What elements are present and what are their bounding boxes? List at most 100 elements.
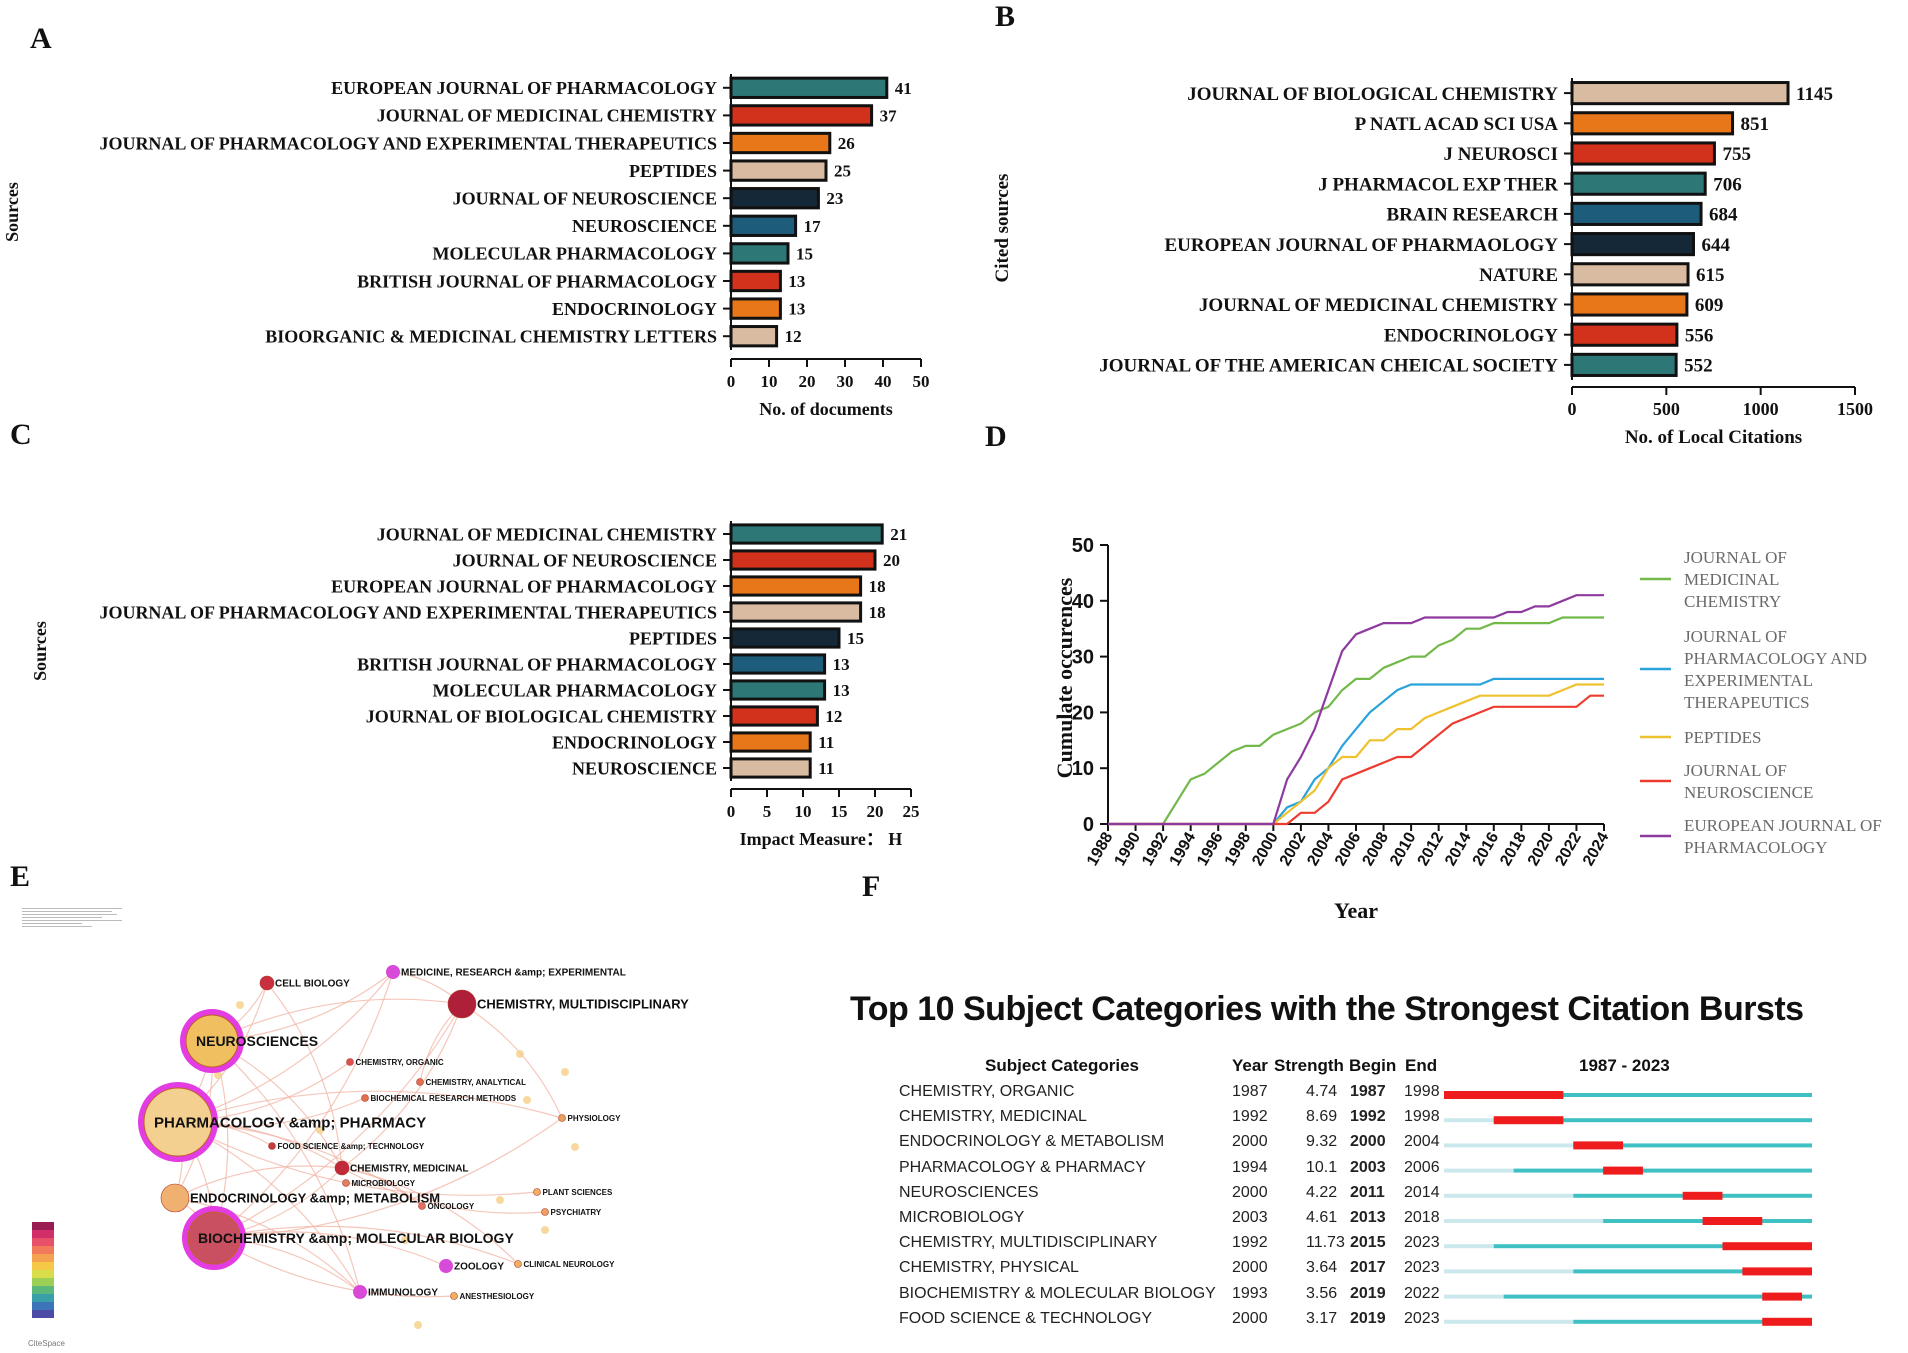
color-scale-step: [32, 1262, 54, 1270]
series-line-0: [1108, 616, 1604, 826]
node-label: CHEMISTRY, ORGANIC: [356, 1058, 444, 1067]
network-link: [211, 998, 463, 1042]
node-core: [447, 989, 477, 1019]
node-label: PHYSIOLOGY: [568, 1114, 622, 1123]
panel-letter-c: C: [10, 418, 32, 451]
node-core: [416, 1078, 424, 1086]
node-core: [533, 1188, 541, 1196]
y-tick-label: 40: [1072, 591, 1094, 613]
legend-label: PEPTIDES: [1684, 728, 1761, 747]
network-link: [341, 1167, 546, 1214]
burst-pre-period: [1444, 1168, 1514, 1173]
value-label: 552: [1684, 356, 1713, 377]
category-label: ENDOCRINOLOGY: [552, 299, 717, 319]
burst-strength: 11.73: [1306, 1234, 1345, 1252]
y-axis-title: Cumulate occurences: [1052, 577, 1077, 778]
bar: [729, 601, 863, 623]
x-tick-label: 10: [761, 372, 778, 391]
category-label: EUROPEAN JOURNAL OF PHARMACOLOGY: [331, 576, 717, 596]
node-core: [334, 1160, 350, 1176]
x-tick-label: 5: [763, 802, 772, 821]
category-label: JOURNAL OF BIOLOGICAL CHEMISTRY: [366, 706, 717, 726]
network-link: [213, 1117, 563, 1239]
node-label: MICROBIOLOGY: [352, 1179, 416, 1188]
burst-strength: 4.22: [1306, 1183, 1338, 1201]
node-label: ANESTHESIOLOGY: [460, 1292, 535, 1301]
bar: [729, 187, 820, 210]
burst-strength: 4.74: [1306, 1083, 1338, 1100]
burst-end: 2022: [1404, 1284, 1440, 1302]
y-tick-label: 10: [1072, 758, 1094, 780]
panel-letter-b: B: [995, 0, 1016, 33]
burst-end: 2023: [1404, 1234, 1440, 1252]
node-core: [439, 1259, 453, 1273]
legend-label: JOURNAL OF: [1684, 548, 1787, 567]
legend-label: PHARMACOLOGY AND: [1684, 649, 1867, 668]
panel-letter-d: D: [985, 420, 1007, 453]
burst-end: 2018: [1404, 1209, 1440, 1226]
burst-pre-period: [1444, 1294, 1504, 1299]
burst-strength: 3.17: [1306, 1309, 1338, 1327]
burst-pre-period: [1444, 1269, 1574, 1274]
burst-end: 2004: [1404, 1133, 1440, 1151]
network-link: [341, 1003, 463, 1169]
category-label: BRITISH JOURNAL OF PHARMACOLOGY: [357, 654, 717, 674]
category-label: J PHARMACOL EXP THER: [1318, 174, 1558, 195]
category-label: JOURNAL OF MEDICINAL CHEMISTRY: [377, 106, 717, 126]
bar: [729, 731, 812, 753]
node-core: [342, 1179, 350, 1187]
network-minor-node: [561, 1068, 569, 1076]
bar: [729, 297, 782, 320]
bar: [1570, 81, 1790, 106]
category-label: MOLECULAR PHARMACOLOGY: [433, 680, 718, 700]
burst-strength: 3.56: [1306, 1284, 1338, 1302]
bar: [729, 679, 827, 701]
category-label: PEPTIDES: [629, 628, 717, 648]
x-tick-label: 1500: [1837, 399, 1873, 419]
category-label: NEUROSCIENCE: [572, 216, 717, 236]
burst-begin: 2019: [1350, 1284, 1386, 1302]
network-minor-node: [516, 1050, 524, 1058]
color-scale-step: [32, 1286, 54, 1294]
node-label: ONCOLOGY: [428, 1202, 475, 1211]
burst-pre-period: [1444, 1319, 1574, 1324]
node-label: PHARMACOLOGY &amp; PHARMACY: [154, 1114, 426, 1131]
category-label: PEPTIDES: [629, 161, 717, 181]
node-label: CHEMISTRY, MULTIDISCIPLINARY: [477, 997, 689, 1012]
burst-year: 2000: [1232, 1309, 1268, 1327]
network-minor-node: [214, 1071, 222, 1079]
network-minor-node: [401, 1236, 409, 1244]
value-label: 21: [890, 525, 907, 544]
value-label: 706: [1713, 174, 1742, 195]
value-label: 13: [788, 300, 805, 319]
category-label: BIOORGANIC & MEDICINAL CHEMISTRY LETTERS: [265, 327, 717, 347]
value-label: 1145: [1796, 84, 1833, 105]
category-label: ENDOCRINOLOGY: [552, 732, 717, 752]
value-label: 15: [847, 629, 864, 648]
bar: [729, 757, 812, 779]
node-label: CHEMISTRY, MEDICINAL: [350, 1164, 469, 1175]
network-minor-node: [496, 1196, 504, 1204]
node-core: [160, 1183, 190, 1213]
node-core: [514, 1260, 522, 1268]
category-label: JOURNAL OF NEUROSCIENCE: [453, 550, 717, 570]
color-scale-step: [32, 1238, 54, 1246]
node-label: IMMUNOLOGY: [368, 1288, 438, 1299]
node-label: CLINICAL NEUROLOGY: [524, 1260, 616, 1269]
burst-begin: 2017: [1350, 1259, 1386, 1277]
node-label: PSYCHIATRY: [551, 1208, 602, 1217]
network-minor-node: [236, 1001, 244, 1009]
burst-strength: 10.1: [1306, 1158, 1338, 1176]
network-link: [174, 1197, 361, 1293]
x-axis-title: No. of documents: [759, 399, 893, 419]
bar: [729, 131, 832, 155]
value-label: 684: [1709, 205, 1738, 226]
node-core: [185, 1014, 239, 1068]
series-line-4: [1108, 594, 1604, 826]
burst-bar: [1682, 1191, 1723, 1200]
value-label: 12: [785, 327, 802, 346]
network-link: [266, 982, 343, 1169]
burst-year: 2000: [1232, 1133, 1268, 1151]
